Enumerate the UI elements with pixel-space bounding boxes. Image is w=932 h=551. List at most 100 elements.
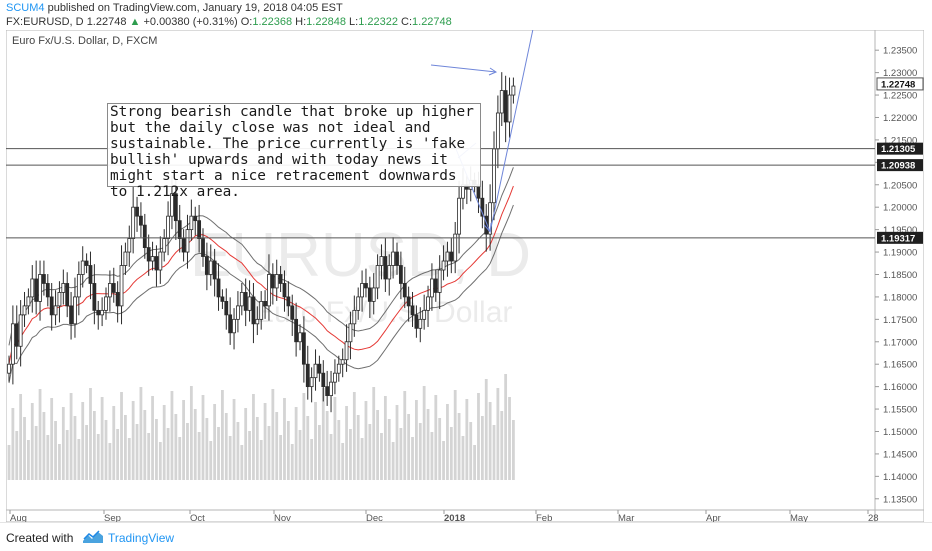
- candle-body: [278, 274, 283, 284]
- x-tick-label: Dec: [366, 513, 383, 522]
- candle-body: [294, 318, 299, 343]
- volume-bar: [457, 413, 461, 480]
- candle-body: [375, 265, 380, 289]
- candle-body: [325, 386, 330, 397]
- volume-bar: [259, 440, 263, 480]
- candle-body: [267, 274, 271, 307]
- candle-body: [57, 292, 62, 307]
- publish-line: SCUM4 published on TradingView.com, Janu…: [6, 2, 343, 14]
- volume-bar: [85, 425, 88, 480]
- volume-bar: [100, 397, 104, 480]
- volume-bar: [364, 401, 368, 480]
- candle-body: [96, 309, 101, 316]
- price-tag-label: 1.22748: [881, 79, 915, 90]
- volume-bar: [465, 399, 469, 480]
- candle-body: [162, 238, 167, 253]
- candle-body: [115, 292, 120, 307]
- candle-body: [193, 215, 198, 222]
- volume-bar: [403, 391, 407, 480]
- volume-bar: [473, 445, 476, 480]
- x-tick-label: Nov: [274, 513, 291, 522]
- price-tag-label: 1.21305: [881, 144, 916, 155]
- y-tick-label: 1.14500: [883, 449, 917, 460]
- volume-bar: [108, 443, 112, 480]
- y-tick-label: 1.13500: [883, 494, 917, 505]
- candle-body: [371, 287, 376, 302]
- volume-bar: [395, 405, 399, 480]
- x-tick-label: 28: [868, 513, 879, 522]
- volume-bar: [205, 418, 209, 480]
- candle-body: [228, 314, 233, 334]
- volume-bar: [34, 426, 38, 480]
- candle-body: [69, 305, 73, 325]
- candle-body: [263, 301, 267, 307]
- volume-bar: [19, 394, 23, 480]
- volume-bar: [116, 429, 120, 480]
- volume-bar: [120, 392, 123, 480]
- volume-bar: [240, 445, 244, 480]
- candle-body: [398, 265, 403, 284]
- volume-bar: [387, 419, 391, 480]
- candle-body: [30, 278, 35, 298]
- chart-frame[interactable]: Euro Fx/U.S. Dollar, D, FXCM EURUSD, D E…: [5, 29, 925, 524]
- volume-bar: [275, 412, 279, 480]
- volume-bar: [302, 393, 306, 480]
- arrow-head: [483, 222, 492, 234]
- volume-bar: [407, 414, 411, 480]
- volume-bar: [325, 411, 329, 480]
- candle-body: [84, 260, 89, 266]
- candle-body: [111, 283, 116, 293]
- pointer-arrow: [430, 64, 497, 73]
- volume-bar: [158, 442, 162, 480]
- volume-bar: [209, 441, 213, 480]
- volume-bar: [294, 407, 298, 480]
- candle-body: [317, 363, 322, 374]
- candle-body: [499, 90, 504, 114]
- annotation-box[interactable]: Strong bearish candle that broke up high…: [107, 103, 481, 200]
- candle-body: [333, 372, 337, 383]
- volume-bar: [345, 406, 348, 480]
- y-tick-label: 1.16000: [883, 382, 917, 393]
- candle-body: [255, 318, 260, 325]
- candle-body: [344, 341, 349, 361]
- low-label: L:: [349, 16, 359, 28]
- y-tick-label: 1.18500: [883, 270, 917, 281]
- volume-bar: [496, 388, 500, 480]
- volume-bar: [166, 428, 170, 480]
- candle-body: [495, 112, 500, 150]
- pointer-arrow-head: [488, 67, 498, 76]
- volume-bar: [244, 408, 248, 480]
- close-label: C:: [401, 16, 413, 28]
- ma-upper-line: [8, 167, 514, 346]
- volume-bar: [438, 418, 442, 480]
- volume-bar: [356, 415, 360, 480]
- volume-bar: [415, 400, 418, 480]
- candle-body: [224, 301, 229, 316]
- volume-bar: [461, 436, 465, 480]
- volume-bar: [508, 397, 511, 480]
- candle-body: [154, 256, 159, 271]
- volume-bar: [77, 439, 81, 480]
- volume-bar: [252, 394, 255, 480]
- tradingview-brand[interactable]: TradingView: [108, 531, 175, 545]
- candle-body: [383, 256, 388, 280]
- author-link[interactable]: SCUM4: [6, 2, 45, 14]
- volume-bar: [488, 402, 492, 480]
- volume-bar: [81, 402, 85, 480]
- candle-body: [301, 332, 306, 365]
- y-tick-label: 1.15500: [883, 405, 917, 416]
- created-with-text: Created with: [6, 531, 74, 545]
- candle-body: [100, 309, 105, 316]
- candle-body: [53, 305, 58, 316]
- candle-body: [38, 274, 42, 302]
- volume-bar: [69, 393, 73, 480]
- volume-bar: [182, 400, 185, 480]
- price-change: +0.00380 (+0.31%): [143, 16, 238, 28]
- candle-body: [243, 292, 248, 311]
- candle-body: [73, 296, 77, 325]
- volume-bar: [298, 430, 302, 480]
- candle-body: [309, 377, 314, 388]
- candle-body: [360, 283, 364, 298]
- candle-body: [212, 260, 217, 280]
- candle-body: [127, 238, 132, 253]
